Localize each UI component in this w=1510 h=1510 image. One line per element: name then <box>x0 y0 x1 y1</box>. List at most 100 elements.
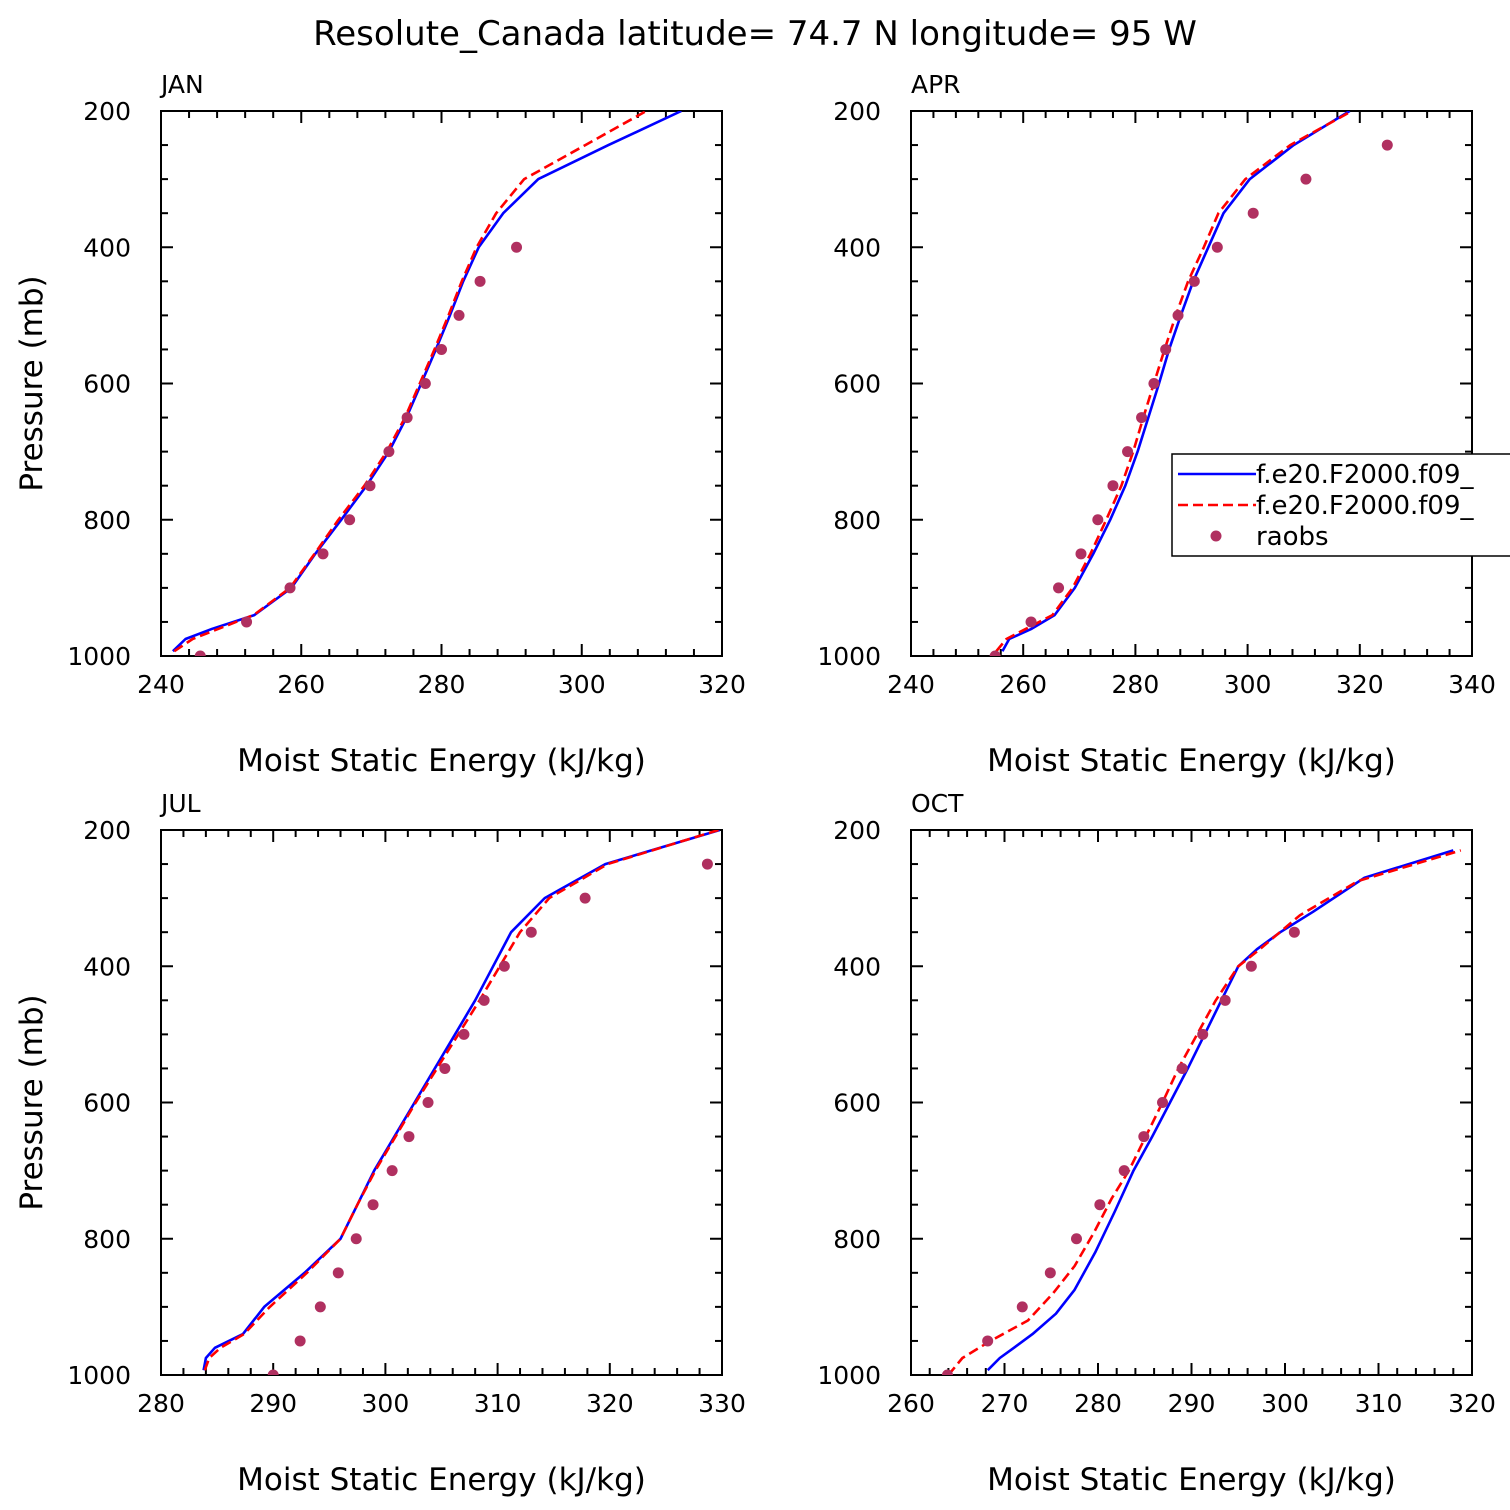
raobs-point <box>317 548 329 560</box>
panel-label: JAN <box>159 70 204 99</box>
raobs-point <box>1157 1097 1169 1108</box>
y-tick-label: 600 <box>83 1089 131 1118</box>
raobs-point <box>401 412 413 424</box>
x-tick-label: 240 <box>887 670 935 699</box>
raobs-point <box>367 1199 379 1211</box>
x-tick-label: 260 <box>999 670 1047 699</box>
raobs-point <box>1160 343 1172 355</box>
legend-label: f.e20.F2000.f09_ <box>1256 491 1474 521</box>
y-axis-label: Pressure (mb) <box>14 275 50 491</box>
raobs-point <box>419 378 431 389</box>
y-tick-label: 400 <box>833 233 881 262</box>
y-tick-label: 800 <box>83 506 131 535</box>
raobs-point <box>1053 582 1065 594</box>
raobs-point <box>332 1267 344 1279</box>
raobs-point <box>474 275 486 287</box>
x-tick-label: 280 <box>418 670 466 699</box>
x-tick-label: 280 <box>1112 670 1160 699</box>
raobs-point <box>1219 994 1231 1006</box>
raobs-point <box>439 1062 451 1074</box>
series-line-model-2 <box>947 849 1462 1375</box>
x-tick-label: 300 <box>362 1389 410 1418</box>
y-tick-label: 800 <box>833 506 881 535</box>
x-tick-label: 330 <box>698 1389 746 1418</box>
series-line-model-1 <box>1001 111 1351 652</box>
raobs-point <box>941 1369 953 1375</box>
legend-marker <box>1210 530 1222 542</box>
x-tick-label: 320 <box>698 670 746 699</box>
raobs-point <box>1092 514 1104 526</box>
raobs-point <box>478 994 490 1006</box>
y-tick-label: 200 <box>83 97 131 126</box>
raobs-point <box>1176 1062 1188 1074</box>
y-tick-label: 600 <box>833 1089 881 1118</box>
x-tick-label: 340 <box>1448 670 1496 699</box>
raobs-point <box>294 1335 306 1347</box>
x-tick-label: 290 <box>1168 1389 1216 1418</box>
y-tick-label: 1000 <box>67 642 131 671</box>
panel-apr: APR 240 260 280 300 320 340 200 400 600 800 1000 Moi… <box>817 70 1495 779</box>
series-line-model-2 <box>995 111 1353 653</box>
x-tick-label: 240 <box>137 670 185 699</box>
raobs-point <box>1148 378 1160 389</box>
raobs-point <box>364 480 376 492</box>
raobs-point <box>1025 616 1037 628</box>
raobs-point <box>1211 241 1223 253</box>
raobs-point <box>1172 309 1184 321</box>
x-tick-label: 320 <box>1336 670 1384 699</box>
y-tick-label: 1000 <box>817 642 881 671</box>
raobs-point <box>1381 139 1393 151</box>
raobs-point <box>1300 173 1312 185</box>
raobs-point <box>1070 1233 1082 1245</box>
raobs-point <box>267 1369 279 1375</box>
x-tick-label: 280 <box>1074 1389 1122 1418</box>
raobs-point <box>422 1097 434 1108</box>
raobs-point <box>314 1301 326 1313</box>
raobs-point <box>1197 1028 1209 1040</box>
raobs-point <box>1138 1131 1150 1143</box>
y-tick-label: 400 <box>83 952 131 981</box>
raobs-point <box>525 926 537 938</box>
raobs-point <box>383 446 395 458</box>
y-tick-label: 200 <box>833 97 881 126</box>
panel-label: APR <box>911 70 961 99</box>
raobs-point <box>579 892 591 904</box>
x-tick-label: 320 <box>1448 1389 1496 1418</box>
legend-label: f.e20.F2000.f09_ <box>1256 460 1474 490</box>
plot-frame <box>910 110 1473 657</box>
plot-area <box>989 111 1393 656</box>
plot-area <box>171 111 682 656</box>
series-line-model-2 <box>173 111 647 653</box>
raobs-point <box>453 309 465 321</box>
series-line-model-1 <box>202 830 721 1371</box>
raobs-point <box>1136 412 1148 424</box>
x-axis-label: Moist Static Energy (kJ/kg) <box>237 743 646 779</box>
x-tick-label: 270 <box>981 1389 1029 1418</box>
y-axis-label: Pressure (mb) <box>14 994 50 1210</box>
series-line-model-1 <box>986 849 1454 1372</box>
raobs-point <box>1188 275 1200 287</box>
panel-label: OCT <box>911 789 964 818</box>
raobs-point <box>1247 207 1259 219</box>
raobs-point <box>989 650 1001 656</box>
raobs-point <box>386 1165 398 1177</box>
x-tick-label: 290 <box>249 1389 297 1418</box>
y-tick-label: 200 <box>833 816 881 845</box>
raobs-point <box>436 343 447 355</box>
raobs-point <box>511 241 523 253</box>
raobs-point <box>241 616 253 628</box>
series-line-model-2 <box>203 830 719 1371</box>
x-axis-label: Moist Static Energy (kJ/kg) <box>987 1462 1396 1498</box>
raobs-point <box>1107 480 1119 492</box>
x-axis-label: Moist Static Energy (kJ/kg) <box>987 743 1396 779</box>
panels-group: JAN 240 260 280 300 320 200 400 600 800 1000 Moist … <box>14 70 1496 1498</box>
y-tick-label: 800 <box>833 1225 881 1254</box>
raobs-point <box>350 1233 362 1245</box>
legend: f.e20.F2000.f09_f.e20.F2000.f09_raobs <box>1171 453 1510 557</box>
raobs-point <box>284 582 296 594</box>
x-tick-label: 280 <box>137 1389 185 1418</box>
plot-area <box>941 849 1462 1375</box>
y-tick-label: 800 <box>83 1225 131 1254</box>
raobs-point <box>1122 446 1134 458</box>
raobs-point <box>344 514 356 526</box>
